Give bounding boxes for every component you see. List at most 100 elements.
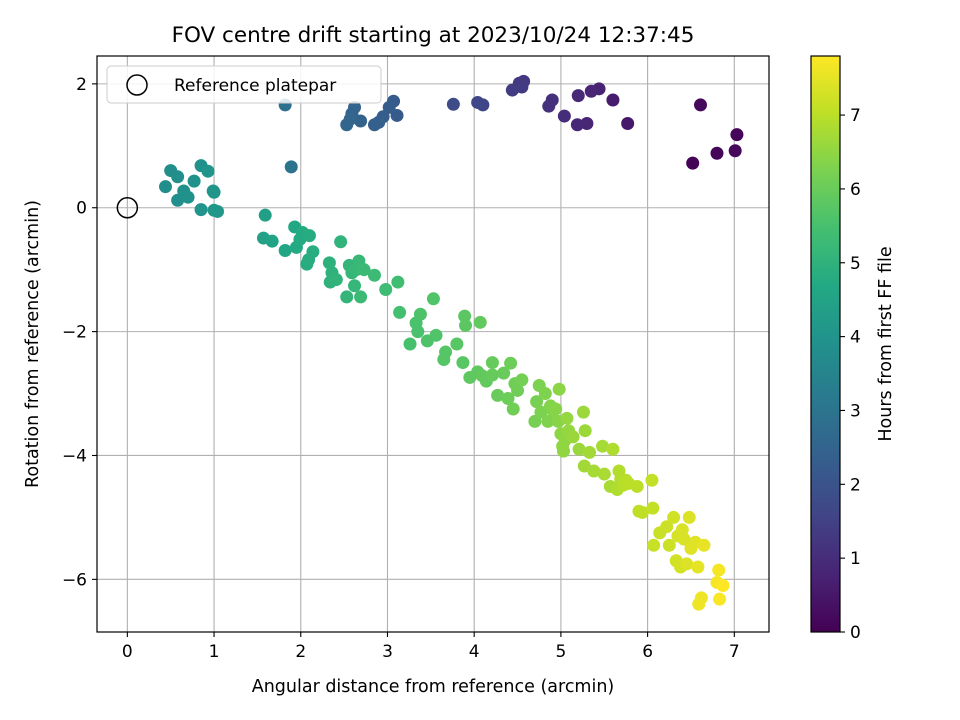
reference-open-circle (116, 196, 139, 219)
data-point (201, 164, 215, 178)
data-point (645, 473, 659, 487)
data-point (473, 315, 487, 329)
data-point (357, 263, 371, 277)
data-point (411, 325, 425, 339)
data-point (393, 305, 407, 319)
colorbar-tick-label: 3 (850, 401, 861, 421)
data-point (306, 245, 320, 259)
data-point (647, 538, 661, 552)
data-point (390, 108, 404, 122)
data-point (278, 243, 292, 257)
data-point (691, 560, 705, 574)
legend-open-circle-icon (126, 74, 148, 96)
data-point (606, 442, 620, 456)
colorbar-tick-label: 6 (850, 180, 861, 200)
data-points (159, 74, 744, 611)
reference-marker (116, 196, 139, 219)
data-point (413, 307, 427, 321)
data-point (485, 356, 499, 370)
data-point (682, 510, 696, 524)
colorbar-tick-label: 4 (850, 328, 861, 348)
data-point (587, 464, 601, 478)
data-point (446, 97, 460, 111)
y-tick-label: −4 (62, 446, 87, 466)
y-axis: −6 −4 −2 0 2 (62, 75, 97, 590)
data-point (207, 185, 221, 199)
data-point (716, 579, 730, 593)
data-point (258, 208, 272, 222)
data-point (580, 117, 594, 131)
data-point (403, 337, 417, 351)
x-tick-label: 7 (729, 642, 740, 662)
chart-title: FOV centre drift starting at 2023/10/24 … (172, 23, 695, 48)
data-point (570, 118, 584, 132)
data-point (528, 414, 542, 428)
data-point (728, 144, 742, 158)
data-point (211, 204, 225, 218)
data-point (505, 83, 519, 97)
x-tick-label: 6 (642, 642, 653, 662)
data-point (530, 395, 544, 409)
data-point (630, 479, 644, 493)
data-point (549, 402, 563, 416)
x-tick-label: 2 (295, 642, 306, 662)
data-point (367, 268, 381, 282)
data-point (171, 170, 185, 184)
data-point (635, 505, 649, 519)
x-tick-label: 3 (382, 642, 393, 662)
data-point (541, 414, 555, 428)
data-point (542, 99, 556, 113)
data-point (576, 405, 590, 419)
data-point (694, 591, 708, 605)
data-point (456, 356, 470, 370)
legend: Reference platepar (106, 65, 382, 104)
colorbar-ticks: 0 1 2 3 4 5 6 7 (840, 106, 861, 643)
data-point (697, 538, 711, 552)
data-point (501, 392, 515, 406)
data-point (181, 190, 195, 204)
data-point (667, 510, 681, 524)
data-point (515, 373, 529, 387)
data-point (710, 146, 724, 160)
colorbar-tick-label: 1 (850, 549, 861, 569)
data-point (367, 118, 381, 132)
data-point (194, 203, 208, 217)
colorbar-tick-label: 7 (850, 106, 861, 126)
data-point (534, 405, 548, 419)
data-point (379, 282, 393, 296)
data-point (511, 383, 525, 397)
data-point (680, 557, 694, 571)
y-axis-label: Rotation from reference (arcmin) (23, 200, 43, 488)
data-point (491, 388, 505, 402)
data-point (340, 290, 354, 304)
data-point (596, 439, 610, 453)
data-point (556, 444, 570, 458)
data-point (584, 84, 598, 98)
data-point (597, 467, 611, 481)
data-point (730, 128, 744, 142)
data-point (459, 318, 473, 332)
data-point (660, 520, 674, 534)
x-axis-label: Angular distance from reference (arcmin) (252, 677, 615, 697)
data-point (566, 430, 580, 444)
data-point (284, 160, 298, 174)
data-point (340, 118, 354, 132)
data-point (429, 328, 443, 342)
data-point (693, 98, 707, 112)
data-point (677, 532, 691, 546)
data-point (578, 424, 592, 438)
data-point (686, 156, 700, 170)
data-point (265, 234, 279, 248)
data-point (450, 337, 464, 351)
x-tick-label: 4 (469, 642, 480, 662)
data-point (354, 114, 368, 128)
colorbar: 0 1 2 3 4 5 6 7 Hours from first FF file (810, 55, 896, 643)
data-point (354, 290, 368, 304)
data-point (560, 411, 574, 425)
colorbar-tick-label: 2 (850, 475, 861, 495)
data-point (662, 538, 676, 552)
data-point (571, 89, 585, 103)
data-point (171, 193, 185, 207)
data-point (471, 95, 485, 109)
